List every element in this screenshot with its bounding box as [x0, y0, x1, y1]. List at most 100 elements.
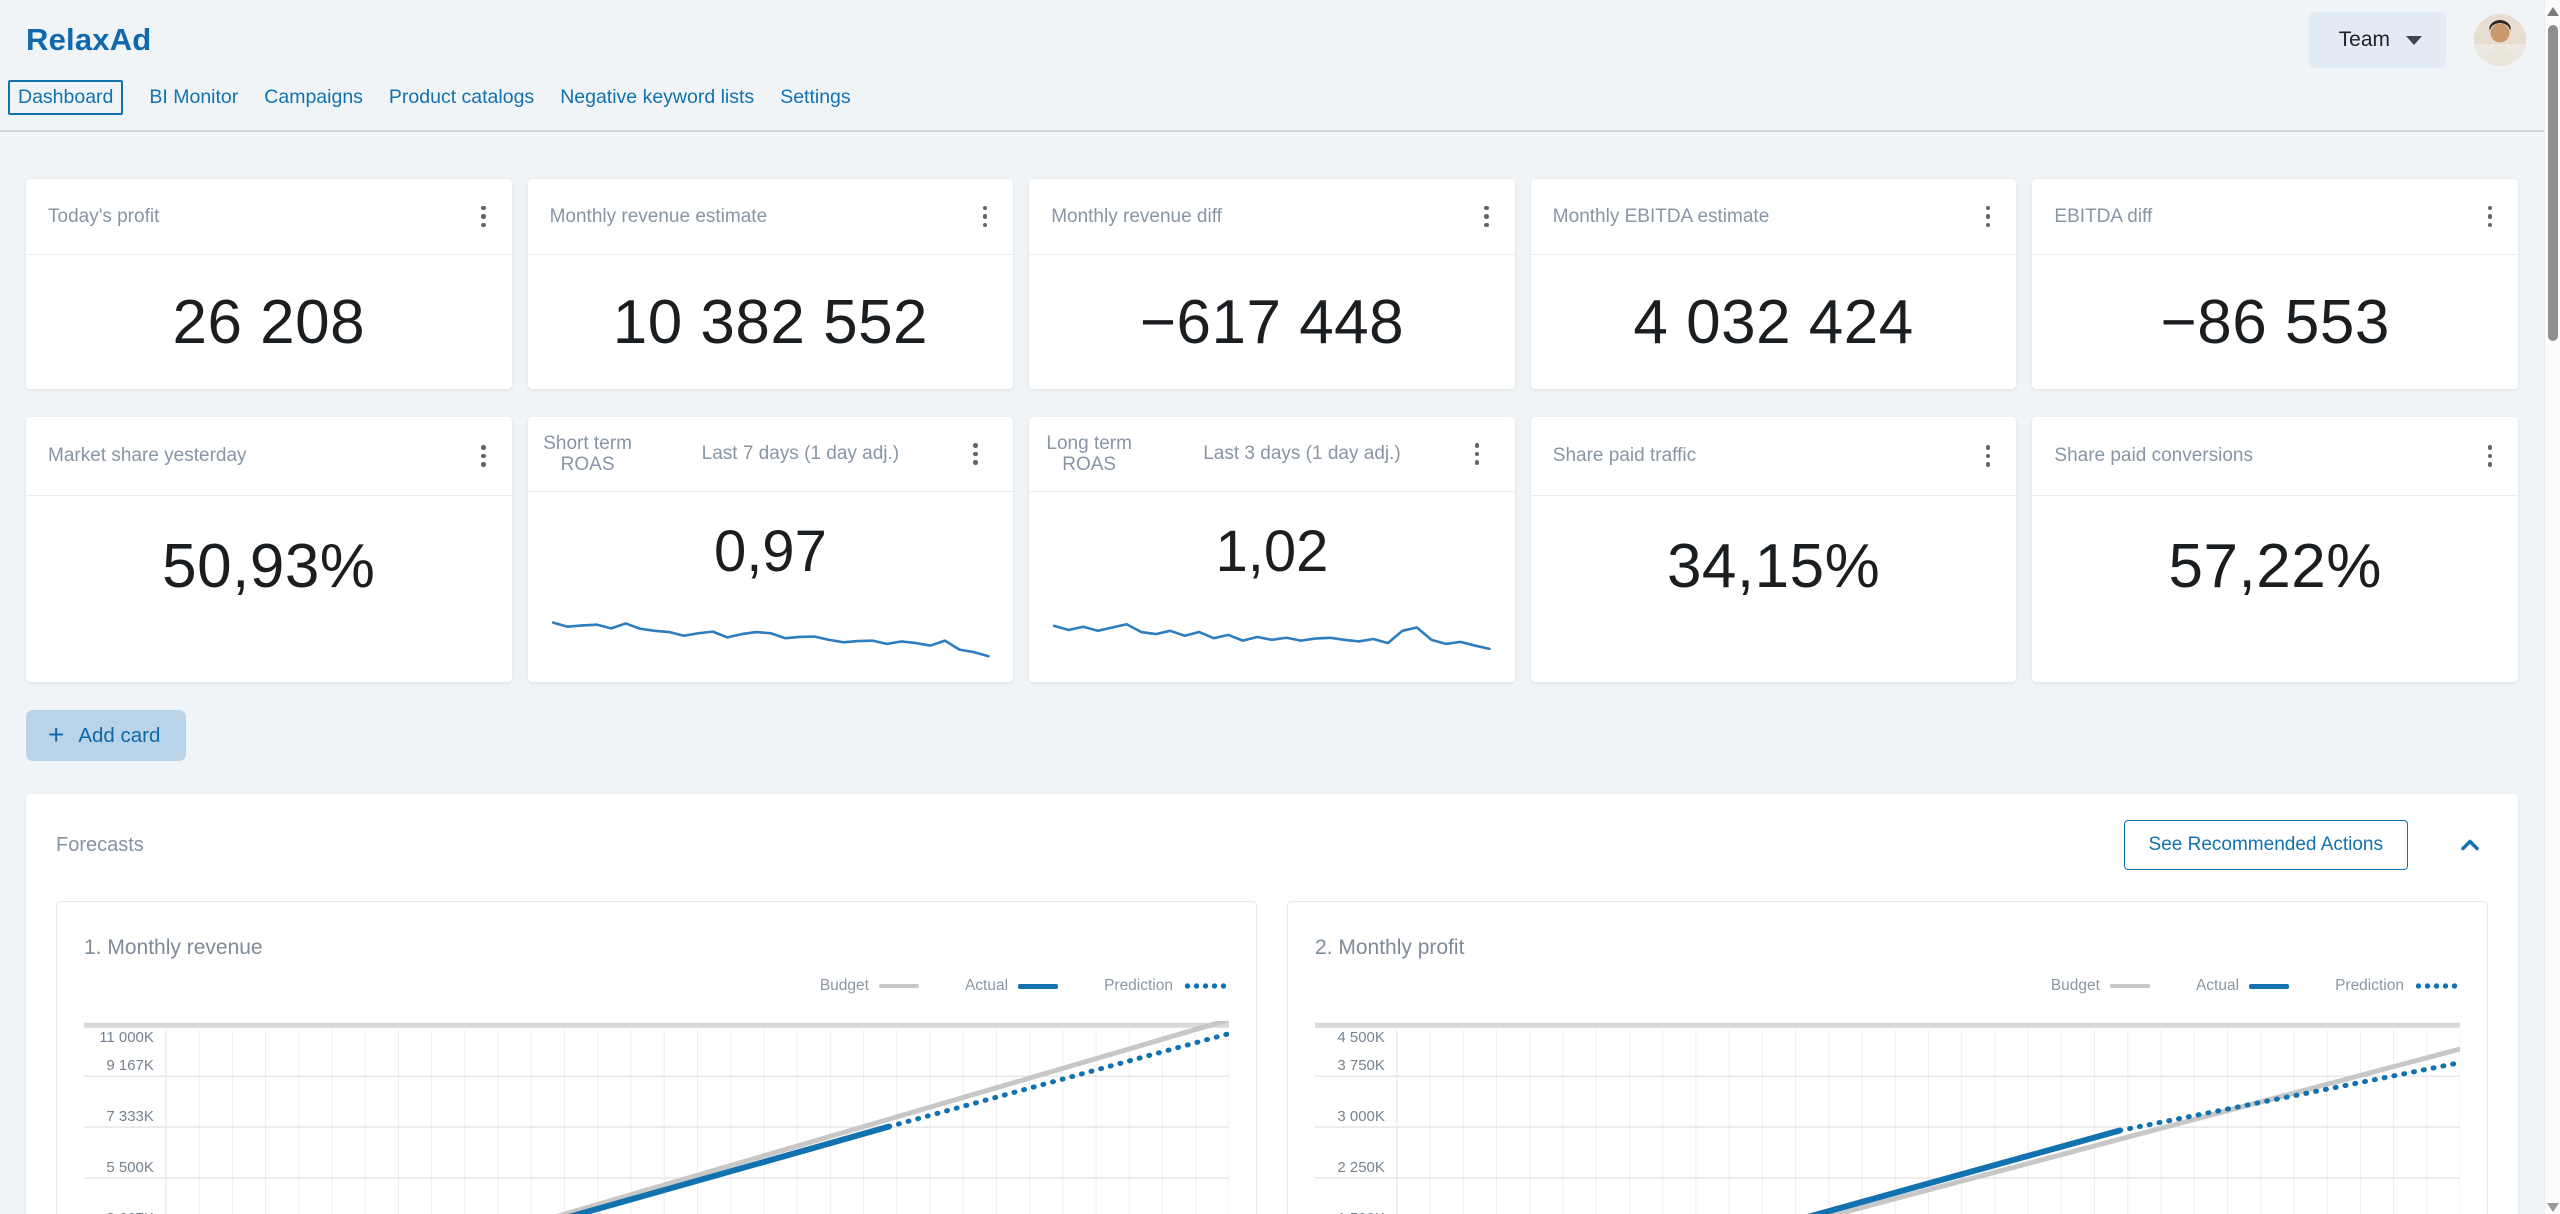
kpi-card-short-term-roas: Short term ROAS Last 7 days (1 day adj.)… — [527, 417, 1014, 682]
nav-item-campaigns[interactable]: Campaigns — [264, 86, 363, 108]
card-header: Monthly revenue estimate — [527, 179, 1014, 255]
user-avatar[interactable] — [2474, 14, 2526, 66]
card-subtitle: Last 3 days (1 day adj.) — [1203, 443, 1401, 465]
kpi-card-market-share-yesterday: Market share yesterday 50,93% — [26, 417, 512, 682]
svg-text:3 750K: 3 750K — [1337, 1057, 1384, 1074]
add-card-label: Add card — [78, 723, 161, 747]
top-bar: RelaxAd Team — [0, 0, 2544, 80]
kebab-menu-icon[interactable] — [473, 439, 494, 473]
card-header: Monthly revenue diff — [1029, 179, 1515, 255]
card-header: Share paid conversions — [2032, 417, 2518, 496]
kpi-card-monthly-revenue-estimate: Monthly revenue estimate 10 382 552 — [527, 179, 1014, 389]
kebab-menu-icon[interactable] — [1476, 200, 1497, 234]
svg-text:9 167K: 9 167K — [106, 1057, 153, 1074]
card-value: 57,22% — [2168, 531, 2382, 601]
forecasts-header: Forecasts See Recommended Actions — [56, 820, 2488, 870]
chevron-up-icon — [2461, 839, 2479, 851]
legend-item-actual[interactable]: Actual — [2196, 977, 2290, 995]
card-subtitle: Last 7 days (1 day adj.) — [701, 443, 900, 465]
kebab-menu-icon[interactable] — [1978, 200, 1999, 234]
forecast-chart-monthly-profit: 2. Monthly profit Budget Actual Predicti… — [1287, 901, 2488, 1214]
nav-item-negative-keyword-lists[interactable]: Negative keyword lists — [560, 86, 755, 108]
svg-text:3 000K: 3 000K — [1337, 1108, 1384, 1125]
team-dropdown-label: Team — [2338, 28, 2390, 51]
card-value: 34,15% — [1666, 531, 1881, 601]
forecasts-actions: See Recommended Actions — [2123, 820, 2488, 870]
sparkline-svg — [1049, 612, 1495, 666]
prediction-line-swatch — [1183, 983, 1229, 989]
actual-line-swatch — [2249, 983, 2290, 989]
card-value: −86 553 — [2160, 287, 2390, 357]
card-title: Short term ROAS — [543, 432, 632, 475]
card-value: 4 032 424 — [1633, 287, 1914, 357]
kebab-menu-icon[interactable] — [1467, 437, 1505, 471]
kpi-row-1: Today's profit 26 208 Monthly revenue es… — [26, 179, 2518, 389]
card-body: 0,97 — [528, 492, 1014, 682]
collapse-section-button[interactable] — [2452, 827, 2488, 863]
avatar-photo-icon — [2474, 14, 2526, 66]
legend-item-actual[interactable]: Actual — [965, 977, 1059, 995]
see-recommended-actions-button[interactable]: See Recommended Actions — [2123, 820, 2408, 870]
card-title: Monthly EBITDA estimate — [1552, 205, 1770, 227]
kpi-card-share-paid-conversions: Share paid conversions 57,22% — [2032, 417, 2518, 682]
card-value: 10 382 552 — [612, 287, 929, 357]
kebab-menu-icon[interactable] — [473, 200, 494, 234]
legend-item-budget[interactable]: Budget — [820, 977, 919, 995]
kebab-menu-icon[interactable] — [975, 200, 996, 234]
scrollbar-thumb[interactable] — [2548, 25, 2558, 341]
forecasts-title: Forecasts — [56, 833, 144, 856]
forecasts-panel: Forecasts See Recommended Actions 1. Mon… — [26, 794, 2518, 1214]
card-value: −617 448 — [1139, 287, 1405, 357]
card-value: 26 208 — [172, 287, 366, 357]
card-title: Monthly revenue diff — [1051, 205, 1222, 227]
line-chart-plot: 11 000K 9 167K 7 333K 5 500K 3 667K — [84, 1021, 1229, 1214]
card-title: Market share yesterday — [48, 445, 247, 466]
chart-title: 1. Monthly revenue — [84, 936, 263, 959]
card-header: EBITDA diff — [2032, 179, 2518, 255]
legend-item-budget[interactable]: Budget — [2051, 977, 2150, 995]
card-title: Share paid conversions — [2054, 445, 2253, 466]
actual-line-swatch — [1018, 983, 1059, 989]
card-body: 4 032 424 — [1531, 255, 2017, 389]
kebab-menu-icon[interactable] — [2480, 439, 2501, 473]
nav-item-settings[interactable]: Settings — [780, 86, 851, 108]
scroll-down-icon[interactable] — [2547, 1203, 2559, 1212]
kebab-menu-icon[interactable] — [2480, 200, 2501, 234]
card-header: Market share yesterday — [26, 417, 512, 496]
add-card-button[interactable]: + Add card — [26, 710, 187, 761]
card-title: Monthly revenue estimate — [549, 205, 768, 227]
card-body: 50,93% — [26, 496, 512, 682]
scroll-up-icon[interactable] — [2547, 7, 2559, 16]
chart-legend: Budget Actual Prediction — [84, 973, 1229, 999]
vertical-scrollbar[interactable] — [2544, 0, 2560, 1214]
kpi-card-long-term-roas: Long term ROAS Last 3 days (1 day adj.) … — [1029, 417, 1515, 682]
card-header: Short term ROAS Last 7 days (1 day adj.) — [527, 417, 1014, 492]
svg-text:4 500K: 4 500K — [1337, 1029, 1384, 1046]
chart-legend: Budget Actual Prediction — [1315, 973, 2460, 999]
nav-item-bi-monitor[interactable]: BI Monitor — [149, 86, 239, 108]
kpi-card-share-paid-traffic: Share paid traffic 34,15% — [1530, 417, 2017, 682]
card-header: Share paid traffic — [1530, 417, 2017, 496]
card-header: Today's profit — [26, 179, 512, 255]
budget-line-swatch — [2109, 984, 2150, 988]
legend-item-prediction[interactable]: Prediction — [1104, 977, 1229, 995]
card-body: −617 448 — [1029, 255, 1515, 389]
card-header: Monthly EBITDA estimate — [1530, 179, 2017, 255]
svg-text:1 500K: 1 500K — [1337, 1210, 1384, 1214]
svg-text:7 333K: 7 333K — [106, 1108, 153, 1125]
sparkline-chart — [548, 612, 994, 666]
team-dropdown-button[interactable]: Team — [2308, 12, 2446, 68]
card-body: 34,15% — [1531, 496, 2017, 682]
legend-item-prediction[interactable]: Prediction — [2335, 977, 2460, 995]
nav-item-dashboard[interactable]: Dashboard — [8, 80, 124, 115]
card-value: 50,93% — [162, 531, 376, 601]
kebab-menu-icon[interactable] — [1978, 439, 1999, 473]
nav-item-product-catalogs[interactable]: Product catalogs — [388, 86, 535, 108]
plus-icon: + — [48, 718, 65, 750]
card-body: 57,22% — [2032, 496, 2518, 682]
kpi-card-ebitda-diff: EBITDA diff −86 553 — [2032, 179, 2518, 389]
line-chart-plot: 4 500K 3 750K 3 000K 2 250K 1 500K — [1315, 1022, 2460, 1214]
prediction-line-swatch — [2414, 983, 2460, 989]
kebab-menu-icon[interactable] — [965, 437, 1003, 471]
